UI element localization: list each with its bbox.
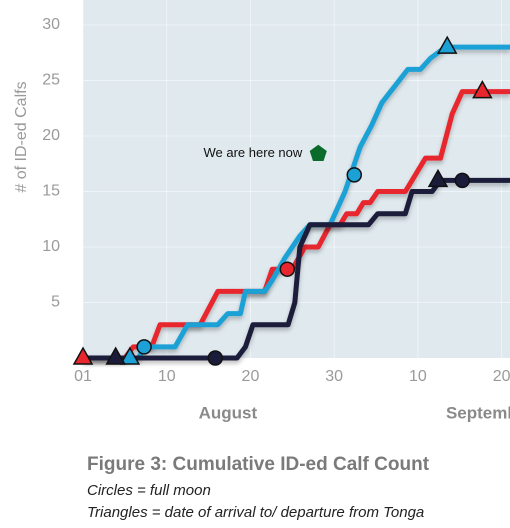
caption-line: Circles = full moon bbox=[87, 482, 211, 499]
x-tick-label: 20 bbox=[242, 368, 260, 385]
month-label: September bbox=[446, 403, 510, 422]
series-line bbox=[83, 89, 510, 361]
y-tick-label: 30 bbox=[42, 16, 60, 33]
x-tick-label: 01 bbox=[74, 368, 92, 385]
y-tick-label: 25 bbox=[42, 72, 60, 89]
y-tick-label: 5 bbox=[51, 294, 60, 311]
month-label: August bbox=[199, 403, 258, 422]
full-moon-marker bbox=[454, 172, 471, 189]
x-tick-label: 10 bbox=[409, 368, 427, 385]
caption-line: Triangles = date of arrival to/ departur… bbox=[87, 504, 424, 521]
arrival-departure-marker bbox=[427, 168, 449, 188]
full-moon-marker bbox=[207, 350, 224, 366]
arrival-departure-marker bbox=[436, 35, 458, 54]
full-moon-marker bbox=[136, 339, 152, 355]
series-line bbox=[83, 177, 510, 361]
arrival-departure-marker bbox=[119, 346, 141, 365]
full-moon-marker bbox=[279, 261, 296, 277]
series-line bbox=[83, 44, 510, 361]
arrival-departure-marker bbox=[472, 80, 493, 99]
annotation: We are here now bbox=[204, 145, 303, 160]
arrival-departure-marker bbox=[105, 346, 126, 365]
y-tick-label: 15 bbox=[42, 183, 60, 200]
arrival-departure-marker bbox=[72, 346, 94, 365]
y-tick-label: 10 bbox=[42, 238, 60, 255]
full-moon-marker bbox=[346, 167, 363, 183]
caption-title: Figure 3: Cumulative ID-ed Calf Count bbox=[87, 454, 430, 475]
x-tick-label: 30 bbox=[325, 368, 343, 385]
x-tick-label: 10 bbox=[158, 368, 176, 385]
y-axis-label: # of ID-ed Calfs bbox=[13, 81, 30, 192]
y-tick-label: 20 bbox=[42, 127, 60, 144]
here-marker bbox=[309, 144, 327, 162]
x-tick-label: 20 bbox=[493, 368, 510, 385]
